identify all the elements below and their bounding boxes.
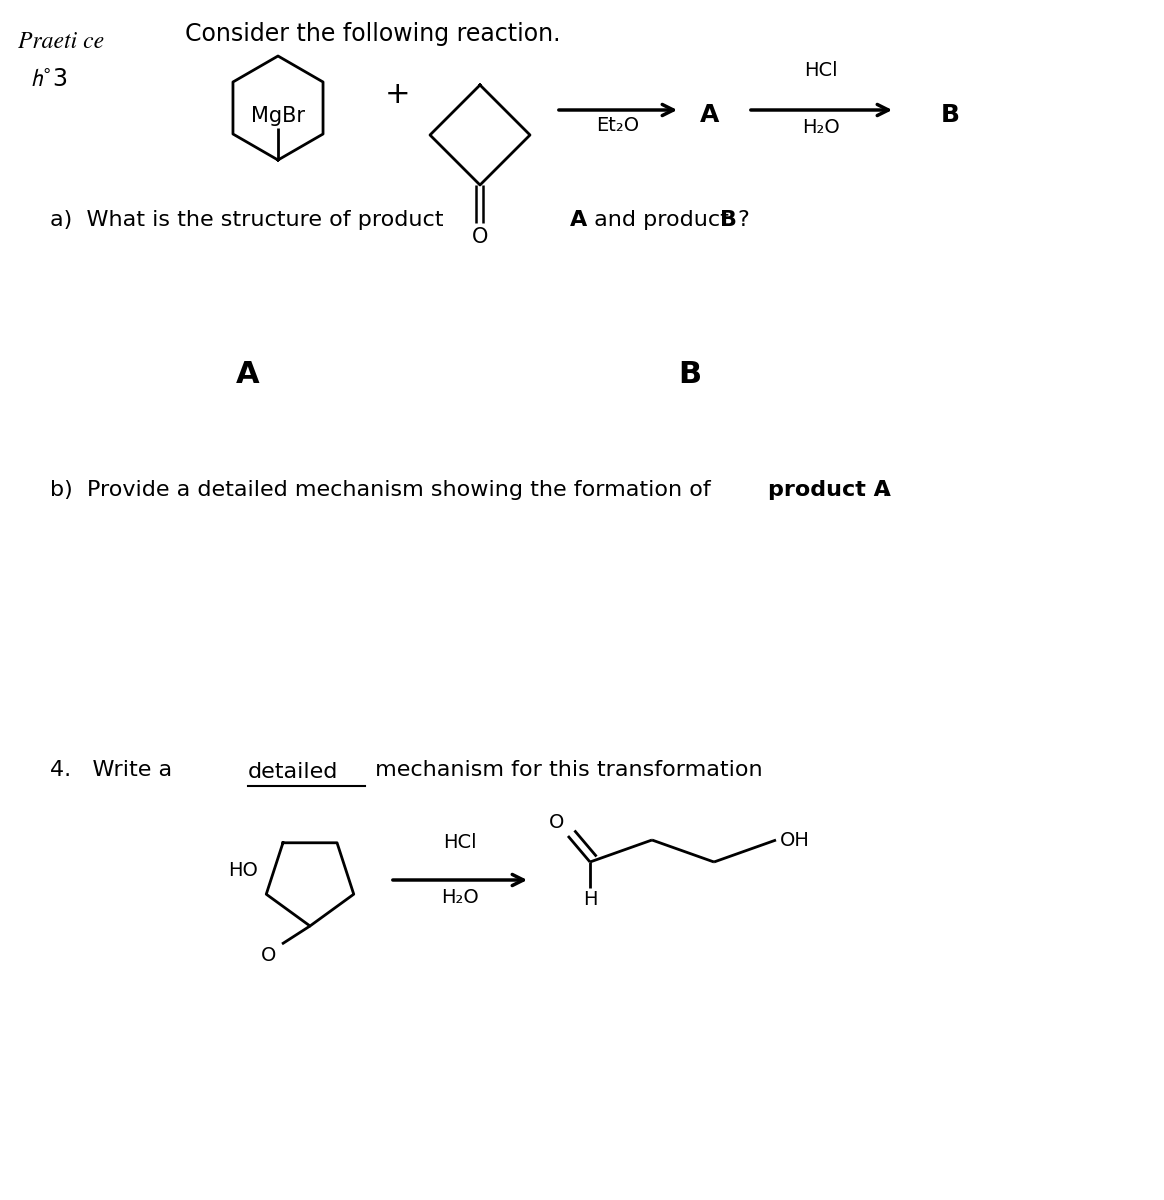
Text: HCl: HCl (804, 61, 838, 80)
Text: A: A (236, 360, 260, 389)
Text: detailed: detailed (248, 762, 339, 782)
Text: O: O (261, 946, 276, 965)
Text: and product: and product (587, 210, 736, 230)
Text: B: B (941, 103, 959, 127)
Text: A: A (701, 103, 719, 127)
Text: H₂O: H₂O (802, 118, 840, 137)
Text: MgBr: MgBr (251, 106, 305, 126)
Text: H: H (583, 890, 597, 910)
Text: B: B (679, 360, 702, 389)
Text: B: B (721, 210, 737, 230)
Text: ?: ? (737, 210, 748, 230)
Text: $\mathit{\mathcal{h}}^{\circ}3$: $\mathit{\mathcal{h}}^{\circ}3$ (30, 68, 68, 92)
Text: +: + (385, 80, 411, 109)
Text: a)  What is the structure of product: a) What is the structure of product (50, 210, 450, 230)
Text: A: A (570, 210, 588, 230)
Text: 4.   Write a: 4. Write a (50, 760, 179, 780)
Text: Et₂O: Et₂O (596, 116, 639, 134)
Text: OH: OH (780, 830, 810, 850)
Text: O: O (471, 227, 488, 247)
Text: mechanism for this transformation: mechanism for this transformation (368, 760, 762, 780)
Text: O: O (548, 814, 565, 832)
Text: Consider the following reaction.: Consider the following reaction. (185, 22, 561, 46)
Text: product A: product A (768, 480, 890, 500)
Text: HCl: HCl (443, 833, 477, 852)
Text: HO: HO (228, 862, 258, 881)
Text: H₂O: H₂O (441, 888, 478, 907)
Text: b)  Provide a detailed mechanism showing the formation of: b) Provide a detailed mechanism showing … (50, 480, 718, 500)
Text: .: . (882, 480, 889, 500)
Text: Praeti ce: Praeti ce (17, 30, 104, 53)
